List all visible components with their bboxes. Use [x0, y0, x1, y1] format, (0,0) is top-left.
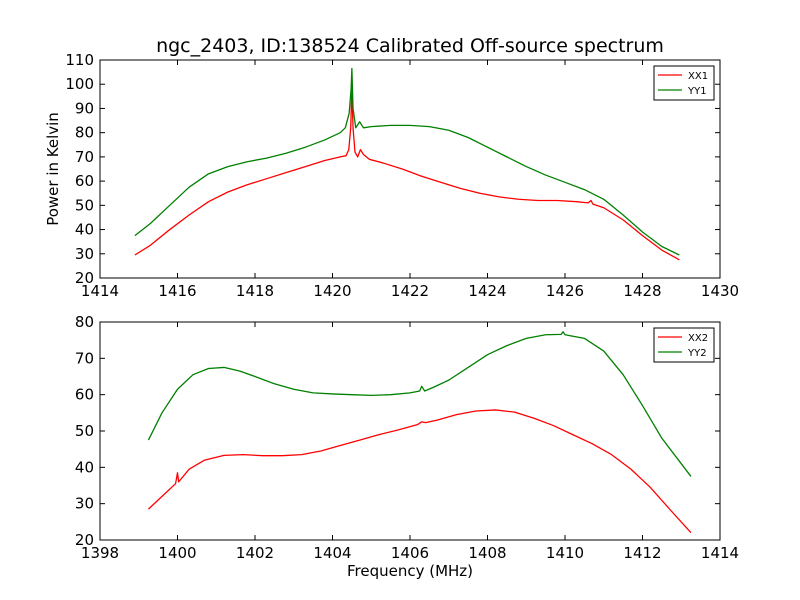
- x-axis-label: Frequency (MHz): [347, 562, 473, 580]
- y-tick-label: 110: [65, 51, 94, 69]
- legend-label-yy1: YY1: [687, 86, 707, 97]
- top-plot-panel: 1414 1416 1418 1420 1422 1424 1426 1428 1430 20 30…: [65, 51, 739, 300]
- x-tick-label: 1416: [158, 282, 196, 300]
- x-tick-label: 1424: [468, 282, 506, 300]
- y-tick-label: 50: [75, 422, 94, 440]
- x-tick-label: 1400: [158, 544, 196, 562]
- x-tick-label: 1412: [623, 544, 661, 562]
- x-tick-label: 1428: [623, 282, 661, 300]
- y-tick-label: 80: [75, 124, 94, 142]
- x-tick-label: 1402: [236, 544, 274, 562]
- y-tick-label: 40: [75, 221, 94, 239]
- legend-label-yy2: YY2: [687, 348, 707, 359]
- y-tick-label: 80: [75, 313, 94, 331]
- series-line-xx2: [147, 409, 692, 534]
- y-tick-label: 100: [65, 75, 94, 93]
- y-tick-label: 70: [75, 148, 94, 166]
- x-tick-label: 1406: [391, 544, 429, 562]
- y-tick-label: 30: [75, 495, 94, 513]
- y-tick-label: 20: [75, 531, 94, 549]
- series-line-yy2: [147, 331, 692, 477]
- series-line-xx1: [134, 88, 680, 261]
- series-line-yy1: [134, 67, 680, 256]
- x-tick-label: 1404: [313, 544, 351, 562]
- x-tick-label: 1422: [391, 282, 429, 300]
- bottom-plot-panel: 1398 1400 1402 1404 1406 1408 1410 1412 1414 20 30…: [75, 313, 739, 562]
- legend-label-xx2: XX2: [688, 333, 708, 344]
- y-tick-label: 60: [75, 386, 94, 404]
- y-tick-label: 90: [75, 99, 94, 117]
- legend-label-xx1: XX1: [688, 71, 708, 82]
- legend-box: [653, 327, 715, 363]
- x-tick-label: 1418: [236, 282, 274, 300]
- y-tick-label: 40: [75, 458, 94, 476]
- x-tick-label: 1414: [81, 282, 119, 300]
- x-tick-label: 1420: [313, 282, 351, 300]
- y-tick-label: 50: [75, 196, 94, 214]
- y-axis-label: Power in Kelvin: [44, 112, 62, 226]
- x-tick-label: 1410: [546, 544, 584, 562]
- x-tick-label: 1426: [546, 282, 584, 300]
- x-tick-label: 1414: [701, 544, 739, 562]
- y-tick-label: 60: [75, 172, 94, 190]
- x-tick-label: 1430: [701, 282, 739, 300]
- y-tick-label: 20: [75, 269, 94, 287]
- y-tick-label: 70: [75, 349, 94, 367]
- x-tick-label: 1408: [468, 544, 506, 562]
- legend-box: [653, 65, 715, 101]
- y-tick-label: 30: [75, 245, 94, 263]
- chart-title: ngc_2403, ID:138524 Calibrated Off-sourc…: [156, 35, 664, 57]
- x-tick-label: 1398: [81, 544, 119, 562]
